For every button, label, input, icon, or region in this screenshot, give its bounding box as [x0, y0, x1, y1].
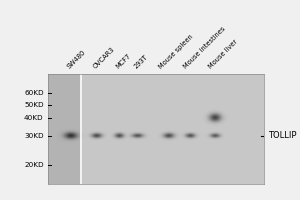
Text: Mouse liver: Mouse liver [208, 38, 239, 70]
Text: Mouse intestines: Mouse intestines [182, 25, 226, 70]
Text: Mouse spleen: Mouse spleen [158, 33, 195, 70]
Text: 293T: 293T [134, 54, 149, 70]
Text: 30KD: 30KD [24, 133, 44, 139]
Text: SW480: SW480 [66, 49, 87, 70]
Text: MCF7: MCF7 [115, 52, 132, 70]
Text: OVCAR3: OVCAR3 [92, 46, 116, 70]
Text: 60KD: 60KD [24, 90, 44, 96]
Text: 20KD: 20KD [24, 162, 44, 168]
Text: 40KD: 40KD [24, 115, 44, 121]
Text: 50KD: 50KD [24, 102, 44, 108]
Text: TOLLIP: TOLLIP [268, 131, 297, 140]
